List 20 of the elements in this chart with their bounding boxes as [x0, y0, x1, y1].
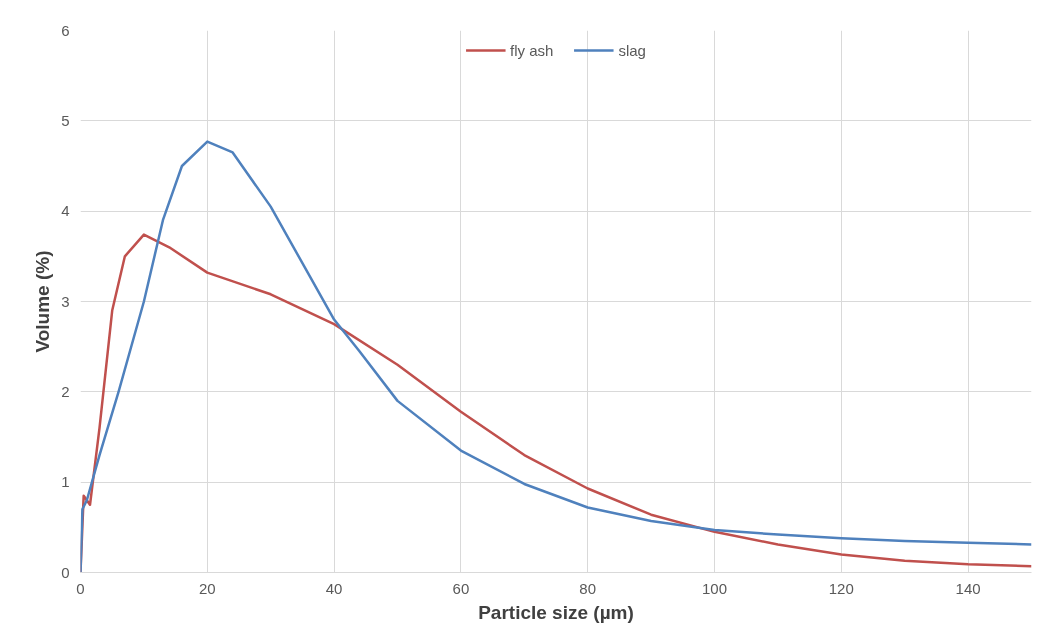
y-tick-label: 6: [61, 21, 70, 39]
y-axis-title: Volume (%): [32, 250, 54, 353]
x-tick-label: 120: [828, 579, 854, 597]
x-axis-title: Particle size (µm): [478, 601, 634, 623]
y-tick-label: 1: [61, 473, 70, 491]
x-tick-label: 140: [955, 579, 981, 597]
x-tick-label: 20: [198, 579, 216, 597]
legend-label: fly ash: [510, 41, 554, 59]
y-tick-label: 2: [61, 382, 70, 400]
y-tick-label: 0: [61, 563, 70, 581]
y-tick-label: 3: [61, 292, 70, 310]
x-tick-label: 80: [579, 579, 597, 597]
x-tick-label: 40: [325, 579, 343, 597]
line-series: [80, 140, 1032, 573]
x-tick-label: 0: [76, 579, 85, 597]
y-tick-label: 5: [61, 111, 70, 129]
legend-label: slag: [618, 41, 646, 59]
x-tick-label: 100: [701, 579, 728, 597]
x-tick-label: 60: [452, 579, 470, 597]
y-tick-label: 4: [61, 202, 70, 220]
